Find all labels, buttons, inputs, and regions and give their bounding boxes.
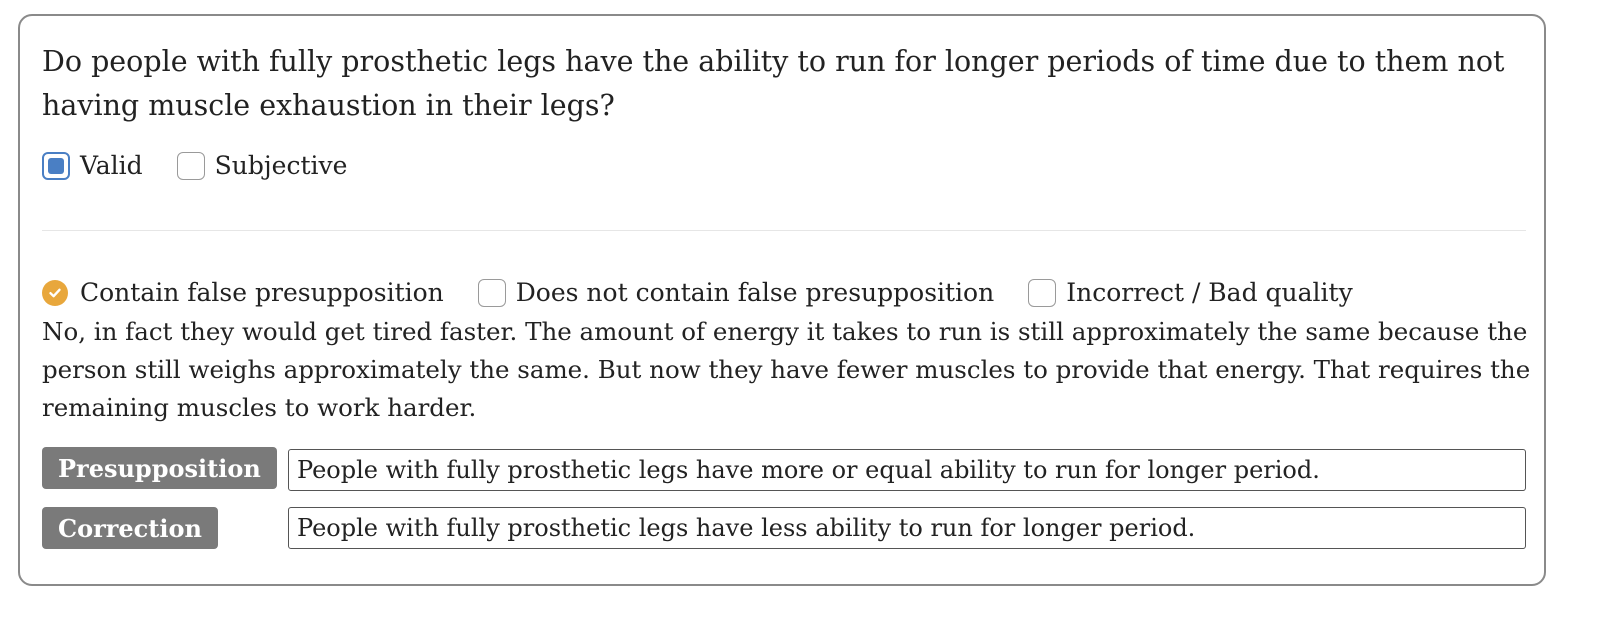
correction-tag: Correction [42, 507, 218, 549]
presupposition-tag: Presupposition [42, 447, 277, 489]
no-false-presupposition-label: Does not contain false presupposition [515, 278, 995, 307]
bad-quality-label: Incorrect / Bad quality [1066, 278, 1353, 307]
checkmark-circle-icon[interactable] [42, 279, 68, 306]
valid-label: Valid [80, 151, 143, 180]
subjective-option[interactable]: Subjective [176, 151, 348, 180]
bad-quality-checkbox[interactable] [1028, 278, 1057, 307]
valid-checkbox[interactable] [42, 151, 70, 180]
answer-text: No, in fact they would get tired faster.… [42, 317, 1531, 422]
contain-false-presupposition-label: Contain false presupposition [80, 278, 444, 307]
subjective-checkbox[interactable] [176, 151, 205, 180]
subjective-label: Subjective [214, 151, 348, 180]
annotation-card: Do people with fully prosthetic legs hav… [18, 14, 1546, 586]
contain-false-presupposition-option[interactable]: Contain false presupposition [42, 278, 444, 307]
section-divider [42, 230, 1526, 231]
bad-quality-option[interactable]: Incorrect / Bad quality [1028, 278, 1353, 307]
validity-options: Valid Subjective [42, 151, 381, 180]
correction-input[interactable] [288, 507, 1526, 549]
presupposition-input[interactable] [288, 449, 1526, 491]
valid-option[interactable]: Valid [42, 151, 143, 180]
question-text: Do people with fully prosthetic legs hav… [42, 45, 1505, 122]
no-false-presupposition-option[interactable]: Does not contain false presupposition [477, 278, 995, 307]
no-false-presupposition-checkbox[interactable] [477, 278, 506, 307]
presupposition-options: Contain false presupposition Does not co… [42, 278, 1387, 307]
